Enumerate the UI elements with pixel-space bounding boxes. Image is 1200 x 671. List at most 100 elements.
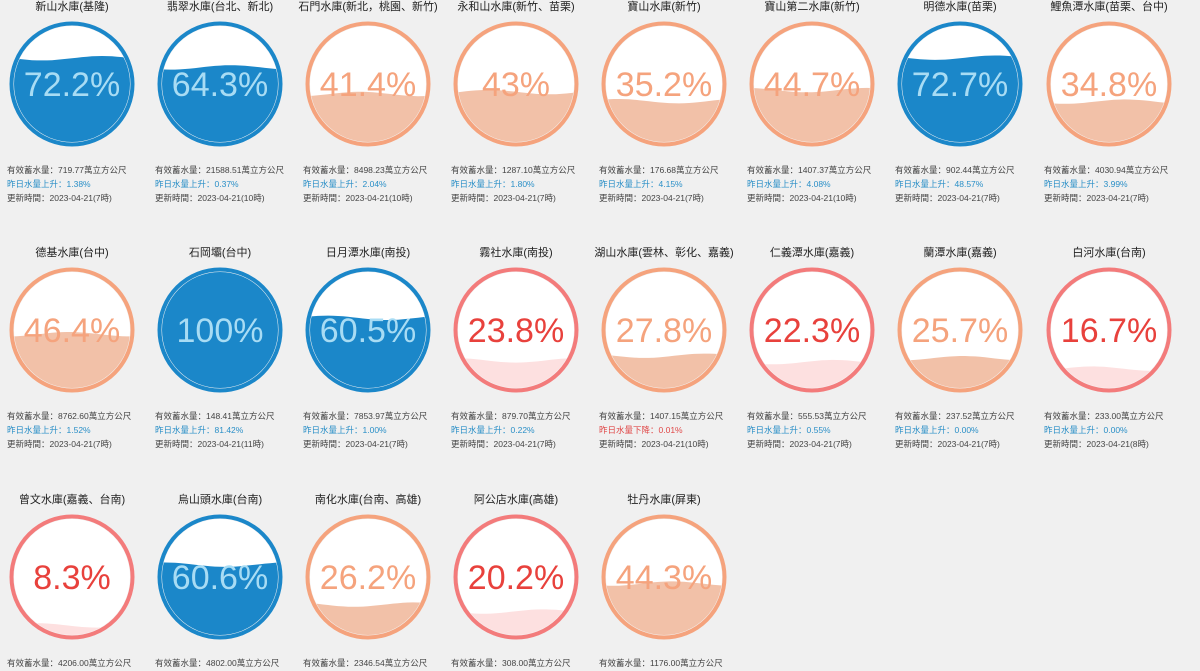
percentage-label: 43% [482,66,550,104]
update-time-text: 更新時間：2023-04-21(10時) [747,193,857,203]
reservoir-name: 蘭潭水庫(嘉義) [923,247,997,259]
gauge-ring [1046,267,1172,393]
water-fill [606,99,722,142]
update-time-text: 更新時間：2023-04-21(7時) [599,193,704,203]
storage-text: 有效蓄水量：1287.10萬立方公尺 [451,165,576,175]
reservoir-info: 有效蓄水量：237.52萬立方公尺 昨日水量上升：0.00% 更新時間：2023-0… [895,409,1045,451]
percentage-label: 35.2% [616,66,712,104]
gauge-ring [453,514,579,640]
reservoir-info: 有效蓄水量：7853.97萬立方公尺 昨日水量上升：1.00% 更新時間：2023-… [303,409,453,451]
reservoir-name: 鯉魚潭水庫(苗栗、台中) [1050,1,1168,13]
update-time-text: 更新時間：2023-04-21(7時) [895,193,1000,203]
change-text: 昨日水量上升：0.22% [451,425,535,435]
percentage-label: 41.4% [320,66,416,104]
reservoir-name: 仁義潭水庫(嘉義) [769,247,855,259]
update-time-text: 更新時間：2023-04-21(7時) [747,439,852,449]
gauge-svg: 8.3% [9,514,135,640]
storage-text: 有效蓄水量：4030.94萬立方公尺 [1044,165,1169,175]
update-time-text: 更新時間：2023-04-21(11時) [155,439,264,449]
update-time-text: 更新時間：2023-04-21(10時) [155,193,265,203]
update-time-text: 更新時間：2023-04-21(7時) [7,439,112,449]
water-gauge: 34.8% [1042,17,1176,151]
reservoir-name: 南化水庫(台南、高雄) [314,494,422,506]
gauge-background [458,272,574,388]
percentage-label: 27.8% [616,312,712,350]
water-fill [754,87,870,142]
reservoir-name: 翡翠水庫(台北、新北) [166,1,274,13]
storage-text: 有效蓄水量：8762.60萬立方公尺 [7,411,132,421]
reservoir-info: 有效蓄水量：8498.23萬立方公尺 昨日水量上升：2.04% 更新時間：2023-… [303,163,453,205]
water-gauge: 25.7% [893,263,1027,397]
gauge-background [754,272,870,388]
water-fill [902,55,1018,142]
percentage-label: 34.8% [1061,66,1157,104]
gauge-svg: 35.2% [601,21,727,147]
reservoir-name: 牡丹水庫(屏東) [627,494,701,506]
gauge-svg: 27.8% [601,267,727,393]
water-gauge: 44.3% [597,510,731,644]
percentage-label: 60.6% [172,559,268,597]
reservoir-name: 石岡壩(台中) [188,247,252,259]
storage-text: 有效蓄水量：237.52萬立方公尺 [895,411,1015,421]
gauge-svg: 64.3% [157,21,283,147]
gauge-ring [749,21,875,147]
gauge-svg: 60.5% [305,267,431,393]
gauge-ring [305,514,431,640]
percentage-label: 25.7% [912,312,1008,350]
gauge-svg: 41.4% [305,21,431,147]
water-gauge: 60.5% [301,263,435,397]
gauge-ring [601,21,727,147]
reservoir-name: 寶山第二水庫(新竹) [764,1,860,13]
update-time-text: 更新時間：2023-04-21(7時) [895,439,1000,449]
reservoir-name: 日月潭水庫(南投) [325,247,411,259]
water-fill [162,562,278,635]
gauge-svg: 16.7% [1046,267,1172,393]
storage-text: 有效蓄水量：176.68萬立方公尺 [599,165,719,175]
gauge-svg: 44.7% [749,21,875,147]
gauge-svg: 23.8% [453,267,579,393]
water-gauge: 46.4% [5,263,139,397]
reservoir-name: 湖山水庫(雲林、彰化、嘉義) [594,247,734,259]
reservoir-name: 明德水庫(苗栗) [923,1,997,13]
change-text: 昨日水量上升：1.00% [303,425,387,435]
storage-text: 有效蓄水量：21588.51萬立方公尺 [155,165,284,175]
reservoir-info: 有效蓄水量：879.70萬立方公尺 昨日水量上升：0.22% 更新時間：2023-0… [451,409,601,451]
gauge-ring [749,267,875,393]
change-text: 昨日水量上升：2.04% [303,179,387,189]
water-gauge: 26.2% [301,510,435,644]
reservoir-name: 曾文水庫(嘉義、台南) [18,494,126,506]
water-gauge: 20.2% [449,510,583,644]
gauge-ring [9,267,135,393]
change-text: 昨日水量上升：3.99% [1044,179,1128,189]
update-time-text: 更新時間：2023-04-21(7時) [7,193,112,203]
reservoir-name: 德基水庫(台中) [35,247,109,259]
percentage-label: 60.5% [320,312,416,350]
gauge-svg: 34.8% [1046,21,1172,147]
gauge-svg: 72.7% [897,21,1023,147]
storage-text: 有效蓄水量：719.77萬立方公尺 [7,165,127,175]
water-fill [14,332,130,388]
water-gauge: 60.6% [153,510,287,644]
gauge-ring [305,21,431,147]
percentage-label: 22.3% [764,312,860,350]
gauge-svg: 26.2% [305,514,431,640]
gauge-svg: 43% [453,21,579,147]
storage-text: 有效蓄水量：4206.00萬立方公尺 [7,658,132,668]
water-fill [162,272,278,388]
reservoir-info: 有效蓄水量：719.77萬立方公尺 昨日水量上升：1.38% 更新時間：2023-0… [7,163,157,205]
gauge-ring [157,514,283,640]
gauge-ring [897,21,1023,147]
reservoir-info: 有效蓄水量：555.53萬立方公尺 昨日水量上升：0.55% 更新時間：2023-0… [747,409,897,451]
storage-text: 有效蓄水量：308.00萬立方公尺 [451,658,571,668]
water-gauge: 43% [449,17,583,151]
reservoir-info: 有效蓄水量：233.00萬立方公尺 昨日水量上升：0.00% 更新時間：2023-0… [1044,409,1194,451]
gauge-ring [157,267,283,393]
percentage-label: 44.3% [616,559,712,597]
water-gauge: 16.7% [1042,263,1176,397]
reservoir-info: 有效蓄水量：148.41萬立方公尺 昨日水量上升：81.42% 更新時間：2023-… [155,409,305,451]
change-text: 昨日水量上升：0.37% [155,179,239,189]
change-text: 昨日水量上升：4.15% [599,179,683,189]
reservoir-info: 有效蓄水量：176.68萬立方公尺 昨日水量上升：4.15% 更新時間：2023-0… [599,163,749,205]
reservoir-info: 有效蓄水量：308.00萬立方公尺 [451,656,601,670]
